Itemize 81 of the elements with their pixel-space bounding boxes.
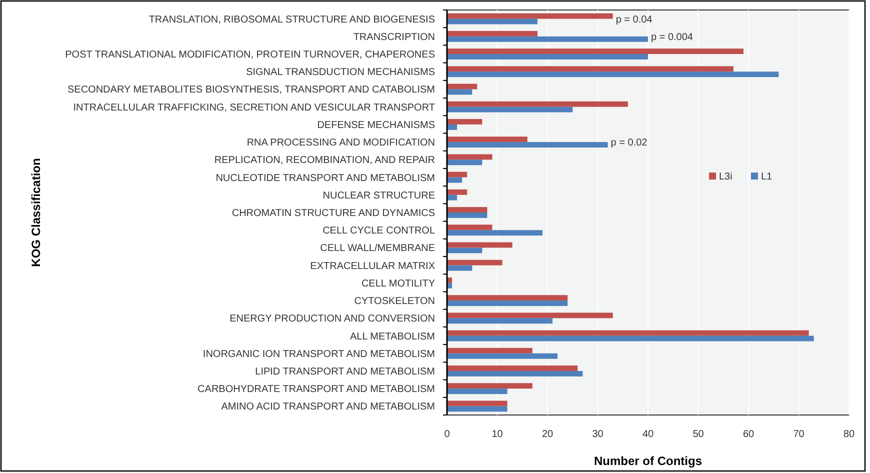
bar	[447, 142, 608, 148]
x-tick-label: 60	[742, 429, 754, 440]
annotation: p = 0.04	[616, 14, 653, 26]
y-tick-label: NUCLEAR STRUCTURE	[322, 190, 436, 202]
y-tick-label: EXTRACELLULAR MATRIX	[310, 260, 436, 272]
bar	[447, 207, 488, 212]
bar	[447, 370, 583, 376]
bar	[447, 388, 508, 394]
x-tick-label: 10	[492, 429, 504, 440]
x-tick-label: 20	[542, 429, 554, 440]
annotation: p = 0.004	[651, 32, 694, 43]
bar	[447, 242, 512, 248]
bar	[447, 66, 734, 72]
bar	[447, 366, 578, 371]
bar	[447, 194, 458, 200]
bar	[447, 383, 532, 389]
y-tick-label: RNA PROCESSING AND MODIFICATION	[246, 138, 435, 149]
bar	[447, 18, 538, 24]
bar	[447, 330, 809, 336]
bar	[447, 13, 613, 19]
x-tick-label: 70	[793, 429, 805, 440]
y-tick-label: TRANSCRIPTION	[353, 32, 435, 43]
y-tick-label: AMINO ACID TRANSPORT AND METABOLISM	[221, 402, 435, 413]
y-tick-label: SIGNAL TRANSDUCTION MECHANISMS	[246, 67, 436, 78]
bar	[447, 265, 472, 271]
x-axis-title: Number of Contigs	[594, 454, 702, 468]
bar	[447, 260, 502, 266]
bar	[447, 136, 528, 142]
annotation: p = 0.02	[610, 138, 648, 149]
bar	[447, 353, 558, 359]
bar	[447, 348, 532, 354]
y-axis-title: KOG Classification	[29, 158, 43, 267]
y-tick-label: INORGANIC ION TRANSPORT AND METABOLISM	[202, 348, 435, 360]
x-tick-label: 0	[444, 429, 450, 440]
bar	[447, 295, 568, 301]
bar	[447, 224, 492, 230]
y-tick-label: NUCLEOTIDE TRANSPORT AND METABOLISM	[216, 172, 435, 184]
y-tick-label: CELL WALL/MEMBRANE	[320, 243, 436, 254]
y-tick-label: LIPID TRANSPORT AND METABOLISM	[255, 366, 435, 378]
bar	[447, 300, 568, 306]
bar	[447, 318, 553, 324]
bar	[447, 230, 542, 236]
bar	[447, 119, 482, 124]
bar	[447, 30, 538, 36]
y-tick-label: CYTOSKELETON	[354, 296, 435, 308]
bar	[447, 101, 628, 107]
bar	[447, 336, 814, 342]
legend-label: L3i	[719, 172, 732, 183]
bar	[447, 89, 472, 95]
bar	[447, 106, 573, 112]
y-tick-label: TRANSLATION, RIBOSOMAL STRUCTURE AND BIOGENESIS	[148, 14, 436, 26]
bar	[447, 36, 648, 42]
bar	[447, 406, 508, 412]
y-tick-label: CELL CYCLE CONTROL	[322, 226, 436, 237]
y-tick-label: POST TRANSLATIONAL MODIFICATION, PROTEIN TURNOVER, CHAPERONES	[65, 50, 436, 61]
x-tick-label: 50	[692, 429, 704, 440]
bar	[447, 172, 468, 178]
y-tick-label: ALL METABOLISM	[350, 331, 435, 342]
bar	[447, 400, 508, 406]
y-tick-label: CELL MOTILITY	[361, 278, 436, 290]
y-tick-label: REPLICATION, RECOMBINATION, AND REPAIR	[214, 155, 435, 166]
x-tick-label: 80	[843, 429, 855, 440]
x-tick-label: 30	[592, 429, 604, 440]
bar	[447, 124, 458, 130]
y-tick-label: CARBOHYDRATE TRANSPORT AND METABOLISM	[198, 384, 435, 396]
bar	[447, 72, 779, 78]
y-tick-label: CHROMATIN STRUCTURE AND DYNAMICS	[232, 208, 436, 219]
bar	[447, 54, 648, 60]
bar	[447, 312, 613, 318]
y-tick-label: SECONDARY METABOLITES BIOSYNTHESIS, TRANSPORT AND CATABOLISM	[68, 84, 435, 96]
legend-label: L1	[761, 172, 773, 183]
bar	[447, 48, 744, 54]
x-tick-label: 40	[642, 429, 654, 440]
y-tick-label: DEFENSE MECHANISMS	[317, 120, 436, 131]
bar	[447, 189, 468, 195]
bar	[447, 248, 482, 254]
y-tick-label: ENERGY PRODUCTION AND CONVERSION	[230, 314, 435, 325]
bar	[447, 160, 482, 166]
bar	[447, 212, 488, 218]
y-tick-label: INTRACELLULAR TRAFFICKING, SECRETION AND VESICULAR TRANSPORT	[73, 102, 435, 114]
bar	[447, 154, 492, 160]
